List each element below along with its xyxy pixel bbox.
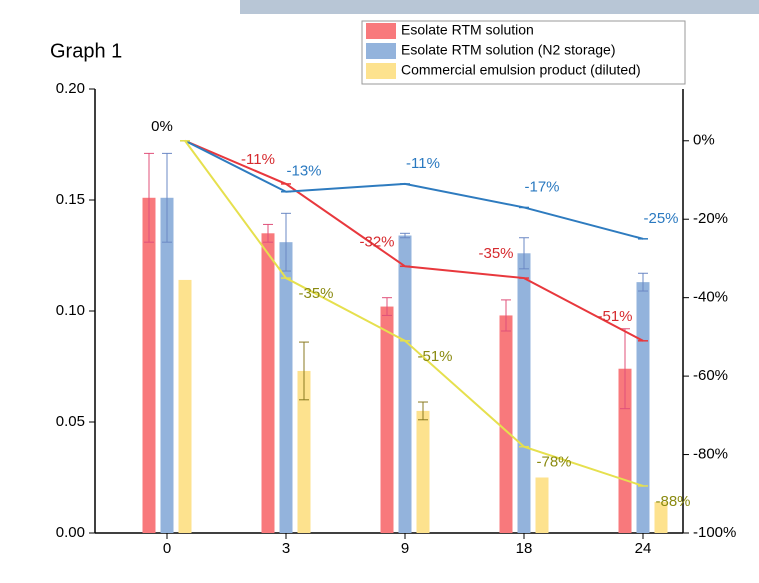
error-bar — [144, 152, 154, 243]
value-label: -11% — [241, 151, 275, 168]
error-bar — [281, 212, 291, 272]
y2-tick-label: 0% — [693, 132, 715, 149]
x-tick-label: 24 — [635, 540, 652, 557]
error-bar — [162, 152, 172, 243]
x-tick-label: 18 — [516, 540, 533, 557]
bar — [297, 370, 311, 533]
bar — [535, 477, 549, 533]
value-label: -35% — [298, 285, 333, 302]
y2-tick-label: -80% — [693, 446, 728, 463]
legend-box — [361, 20, 686, 85]
y2-tick-label: -40% — [693, 289, 728, 306]
legend-swatch — [366, 43, 396, 59]
bar — [142, 197, 156, 533]
value-label: -51% — [597, 308, 632, 325]
error-bar — [382, 297, 392, 316]
error-bar — [418, 401, 428, 421]
bar — [499, 315, 513, 533]
bar — [517, 253, 531, 533]
error-bar — [519, 237, 529, 270]
x-tick-label: 9 — [401, 540, 409, 557]
bar — [160, 197, 174, 533]
value-label: -11% — [406, 155, 440, 172]
value-label: -51% — [417, 348, 452, 365]
line — [184, 140, 644, 487]
error-bar — [400, 232, 410, 239]
y-tick-label: 0.10 — [56, 302, 85, 319]
legend-swatch — [366, 63, 396, 79]
bar — [261, 233, 275, 534]
bar — [636, 282, 650, 533]
value-label: -78% — [536, 454, 571, 471]
value-label: -17% — [524, 178, 559, 195]
chart-title: Graph 1 — [50, 40, 122, 62]
error-bar — [263, 223, 273, 243]
y-tick-label: 0.00 — [56, 524, 85, 541]
legend-label: Esolate RTM solution (N2 storage) — [401, 42, 616, 58]
error-bar — [501, 299, 511, 332]
bar — [380, 306, 394, 533]
x-tick-label: 3 — [282, 540, 290, 557]
value-label: -35% — [478, 245, 513, 262]
annotation: 0% — [151, 118, 173, 135]
bar — [279, 242, 293, 533]
y-tick-label: 0.05 — [56, 413, 85, 430]
value-label: -88% — [655, 493, 690, 510]
y-tick-label: 0.20 — [56, 80, 85, 97]
bar — [654, 501, 668, 533]
background-photo-strip — [240, 0, 759, 14]
y2-tick-label: -60% — [693, 367, 728, 384]
error-bar — [299, 341, 309, 401]
legend-label: Esolate RTM solution — [401, 22, 534, 38]
bar — [398, 235, 412, 533]
legend-label: Commercial emulsion product (diluted) — [401, 62, 641, 78]
value-label: -32% — [359, 233, 394, 250]
value-label: -13% — [286, 163, 321, 180]
y2-tick-label: -100% — [693, 524, 736, 541]
bar — [416, 410, 430, 533]
value-label: -25% — [643, 210, 678, 227]
y-tick-label: 0.15 — [56, 191, 85, 208]
y2-tick-label: -20% — [693, 210, 728, 227]
legend-swatch — [366, 23, 396, 39]
bar — [618, 368, 632, 533]
x-tick-label: 0 — [163, 540, 171, 557]
error-bar — [638, 272, 648, 292]
bar — [178, 279, 192, 533]
